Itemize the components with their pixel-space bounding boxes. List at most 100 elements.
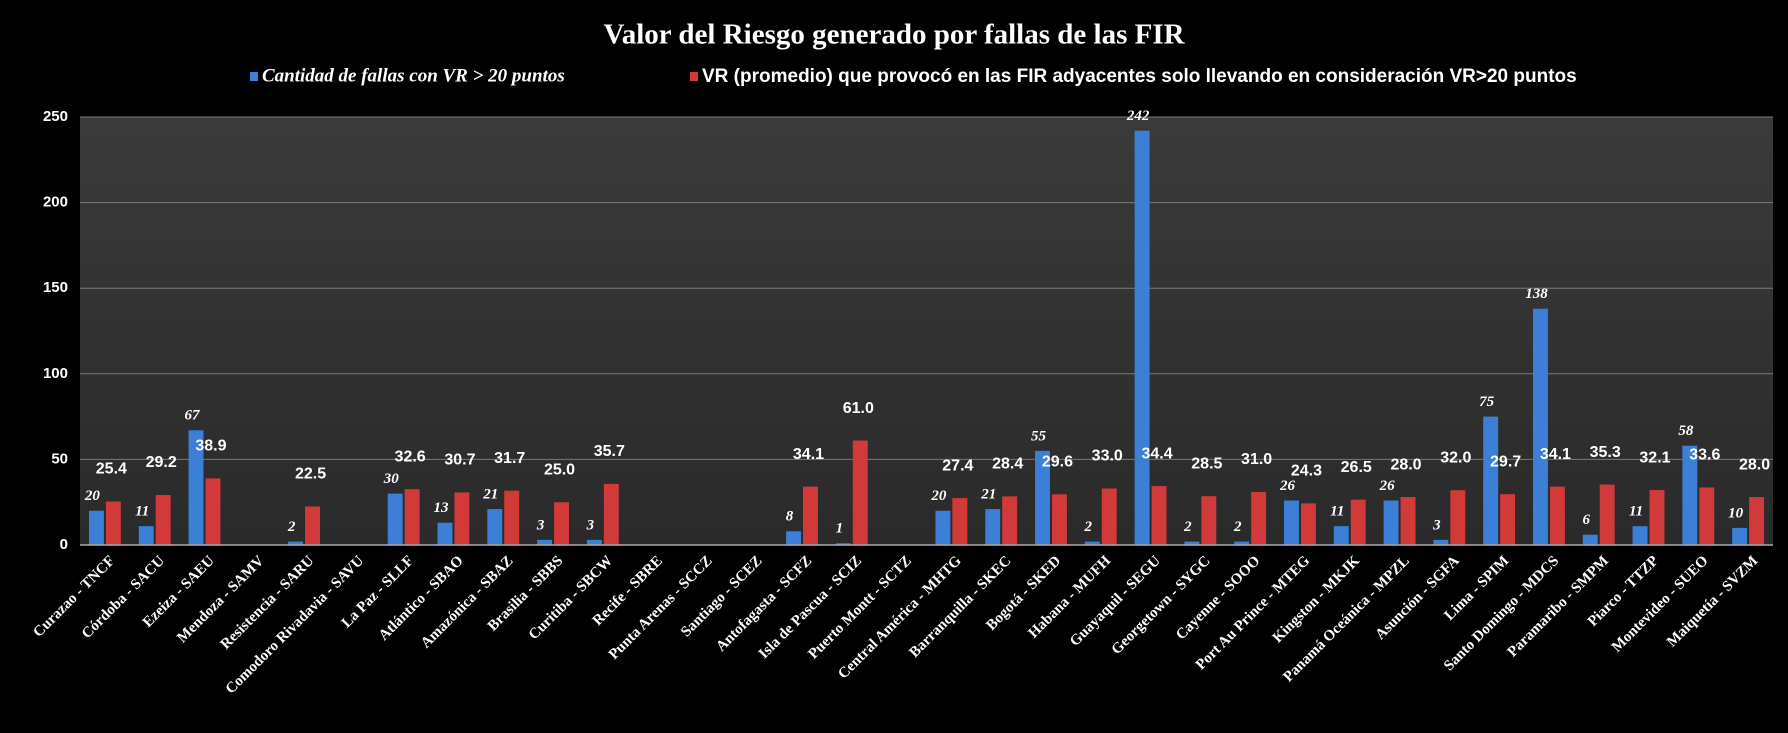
bar — [404, 489, 420, 545]
data-label: 75 — [1479, 394, 1495, 410]
bar — [1483, 416, 1499, 545]
bar — [1549, 486, 1565, 545]
bar — [1134, 130, 1150, 546]
bar — [1084, 541, 1100, 545]
data-label: 34.1 — [1540, 446, 1571, 463]
data-label: 31.7 — [494, 450, 525, 467]
bar — [437, 522, 453, 545]
bar — [487, 509, 503, 545]
legend-swatch — [250, 72, 258, 81]
bar — [852, 440, 868, 545]
data-label: 6 — [1583, 512, 1591, 528]
bar — [1035, 450, 1050, 545]
bar — [1400, 497, 1416, 545]
bar — [1383, 500, 1399, 545]
data-label: 28.5 — [1191, 455, 1222, 472]
y-tick-label: 200 — [43, 194, 68, 211]
data-label: 21 — [980, 486, 996, 502]
data-label: 27.4 — [942, 457, 973, 474]
data-label: 2 — [287, 519, 296, 535]
data-label: 30.7 — [444, 452, 475, 469]
bar — [155, 495, 171, 545]
bar — [1151, 486, 1167, 545]
data-label: 31.0 — [1241, 451, 1272, 468]
y-tick-label: 250 — [43, 108, 68, 125]
data-label: 3 — [536, 517, 545, 533]
bar — [1532, 308, 1548, 545]
data-label: 33.6 — [1689, 447, 1720, 464]
y-tick-label: 100 — [43, 365, 68, 382]
data-label: 25.4 — [96, 461, 127, 478]
bar — [835, 543, 851, 545]
y-tick-label: 150 — [43, 279, 68, 296]
bar — [1699, 487, 1715, 545]
bar — [205, 478, 221, 545]
data-label: 29.2 — [146, 454, 177, 471]
data-label: 33.0 — [1092, 448, 1123, 465]
data-label: 2 — [1233, 519, 1242, 535]
data-label: 34.1 — [793, 446, 824, 463]
legend-label: Cantidad de fallas con VR > 20 puntos — [262, 65, 565, 86]
chart-title: Valor del Riesgo generado por fallas de … — [603, 19, 1185, 51]
data-label: 28.0 — [1739, 456, 1770, 473]
bar — [1234, 541, 1250, 545]
bar — [88, 510, 104, 545]
bar — [1632, 526, 1648, 545]
bar — [1599, 484, 1615, 545]
data-label: 3 — [1432, 517, 1441, 533]
bar — [1251, 491, 1267, 545]
data-label: 21 — [482, 486, 498, 502]
data-label: 2 — [1183, 519, 1192, 535]
bar — [1749, 497, 1765, 545]
bar — [1500, 494, 1516, 545]
legend-swatch — [690, 72, 698, 81]
data-label: 10 — [1728, 505, 1744, 521]
bar — [1184, 541, 1200, 545]
data-label: 58 — [1678, 423, 1694, 439]
data-label: 34.4 — [1141, 445, 1172, 462]
bar — [1002, 496, 1018, 545]
bar — [586, 539, 602, 545]
bar — [554, 502, 569, 545]
data-label: 55 — [1031, 428, 1047, 444]
data-label: 30 — [383, 471, 400, 487]
bar — [952, 498, 968, 545]
bar — [1582, 534, 1598, 545]
data-label: 20 — [84, 488, 101, 504]
data-label: 11 — [1629, 504, 1643, 520]
bar — [537, 539, 553, 545]
bar — [1732, 527, 1748, 545]
data-label: 28.4 — [992, 456, 1023, 473]
data-label: 29.6 — [1042, 454, 1073, 471]
data-label: 3 — [586, 517, 595, 533]
data-label: 32.0 — [1440, 449, 1471, 466]
bar — [288, 541, 304, 545]
data-label: 8 — [786, 509, 794, 525]
bar — [188, 430, 204, 545]
data-label: 26 — [1279, 478, 1296, 494]
data-label: 22.5 — [295, 466, 326, 483]
data-label: 20 — [930, 488, 947, 504]
bar — [1682, 445, 1698, 545]
bar — [1350, 499, 1366, 545]
bar — [454, 492, 470, 545]
y-tick-label: 50 — [51, 450, 68, 467]
bar — [1201, 496, 1217, 545]
data-label: 13 — [433, 500, 449, 516]
data-label: 29.7 — [1490, 453, 1521, 470]
data-label: 242 — [1126, 108, 1150, 124]
bar — [935, 510, 951, 545]
bar — [1300, 503, 1316, 545]
data-label: 24.3 — [1291, 463, 1322, 480]
y-tick-label: 0 — [60, 536, 68, 553]
bar — [1101, 488, 1117, 545]
bar — [1284, 500, 1299, 545]
bar — [504, 490, 520, 545]
bar — [105, 501, 121, 545]
plot-area — [80, 117, 1773, 545]
data-label: 67 — [185, 408, 201, 424]
bar — [1450, 490, 1466, 545]
bar — [1051, 494, 1067, 545]
data-label: 138 — [1525, 286, 1548, 302]
